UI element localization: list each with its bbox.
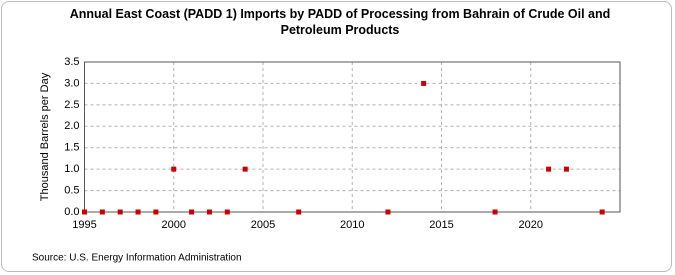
point [82, 209, 87, 215]
point [206, 209, 212, 215]
point [385, 209, 391, 215]
point [153, 209, 159, 215]
x-tick-label: 2000 [162, 219, 186, 231]
y-tick-label: 3.0 [64, 77, 79, 89]
y-tick-label: 2.0 [64, 120, 79, 132]
x-tick-label: 2005 [251, 219, 275, 231]
point [599, 209, 605, 215]
point [224, 209, 230, 215]
point [117, 209, 123, 215]
point [563, 166, 569, 172]
y-tick-label: 0.0 [64, 206, 79, 218]
x-tick-label: 2010 [340, 219, 364, 231]
y-tick-label: 1.0 [64, 163, 79, 175]
x-tick-label: 2015 [429, 219, 453, 231]
point [242, 166, 248, 172]
y-axis-label: Thousand Barrels per Day [39, 72, 51, 201]
point [99, 209, 105, 215]
x-tick-label: 2020 [519, 219, 543, 231]
point [546, 166, 552, 172]
y-tick-label: 0.5 [64, 184, 79, 196]
point [189, 209, 195, 215]
plot-border [84, 61, 621, 213]
point [421, 80, 427, 86]
point [296, 209, 302, 215]
point [492, 209, 498, 215]
source: Source: U.S. Energy Information Administ… [32, 253, 242, 264]
point [135, 209, 141, 215]
chart-title: Annual East Coast (PADD 1) Imports by PA… [69, 7, 611, 37]
point [171, 166, 177, 172]
y-tick-label: 3.5 [64, 56, 79, 68]
y-tick-label: 1.5 [64, 142, 79, 154]
frame [1, 1, 672, 272]
x-tick-label: 1995 [72, 219, 96, 231]
y-tick-label: 2.5 [64, 99, 79, 111]
